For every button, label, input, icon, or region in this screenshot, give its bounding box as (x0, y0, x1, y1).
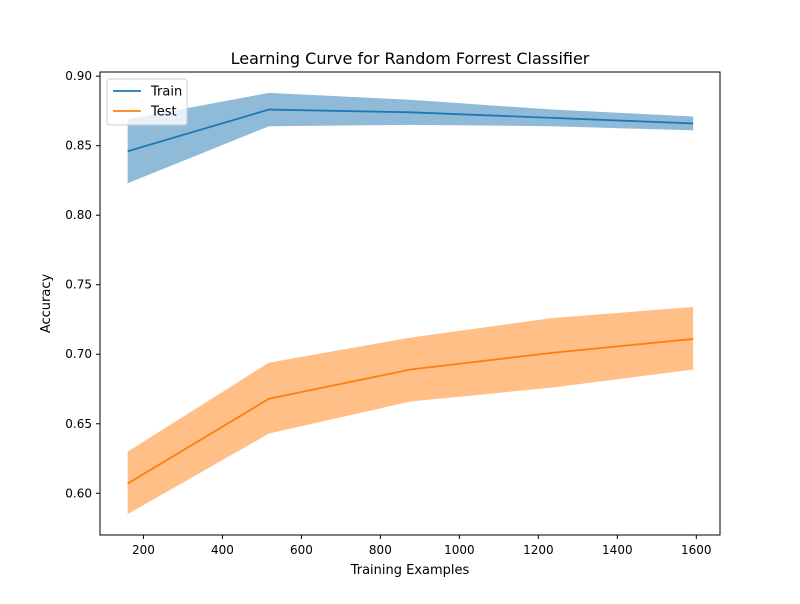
y-axis-label: Accuracy (39, 274, 54, 334)
test-confidence-band (127, 306, 694, 515)
plot-frame (99, 71, 721, 536)
y-tick-label: 0.75 (65, 278, 92, 292)
x-tick-label: 600 (290, 543, 313, 557)
x-tick-label: 200 (132, 543, 155, 557)
x-tick-label: 1600 (681, 543, 712, 557)
y-tick-label: 0.80 (65, 208, 92, 222)
train-confidence-band (127, 92, 694, 184)
series-lines (127, 108, 694, 485)
y-tick-label: 0.90 (65, 69, 92, 83)
x-axis-ticks: 200 400 600 800 1000 1200 1400 1600 (132, 535, 712, 557)
legend-train-label: Train (150, 85, 182, 100)
confidence-bands (127, 92, 694, 515)
train-series-line (127, 108, 694, 153)
y-tick-label: 0.70 (65, 347, 92, 361)
y-tick-label: 0.60 (65, 486, 92, 500)
y-axis-ticks: 0.60 0.65 0.70 0.75 0.80 0.85 0.90 (65, 69, 100, 500)
test-series-line (127, 338, 694, 485)
x-tick-label: 1200 (523, 543, 554, 557)
x-tick-label: 800 (369, 543, 392, 557)
y-tick-label: 0.65 (65, 417, 92, 431)
x-tick-label: 1000 (444, 543, 475, 557)
legend-test-label: Test (150, 105, 177, 120)
chart-title: Learning Curve for Random Forrest Classi… (231, 49, 590, 68)
x-tick-label: 1400 (602, 543, 633, 557)
x-tick-label: 400 (211, 543, 234, 557)
y-tick-label: 0.85 (65, 139, 92, 153)
legend: Train Test (106, 78, 188, 126)
x-axis-label: Training Examples (350, 563, 470, 578)
